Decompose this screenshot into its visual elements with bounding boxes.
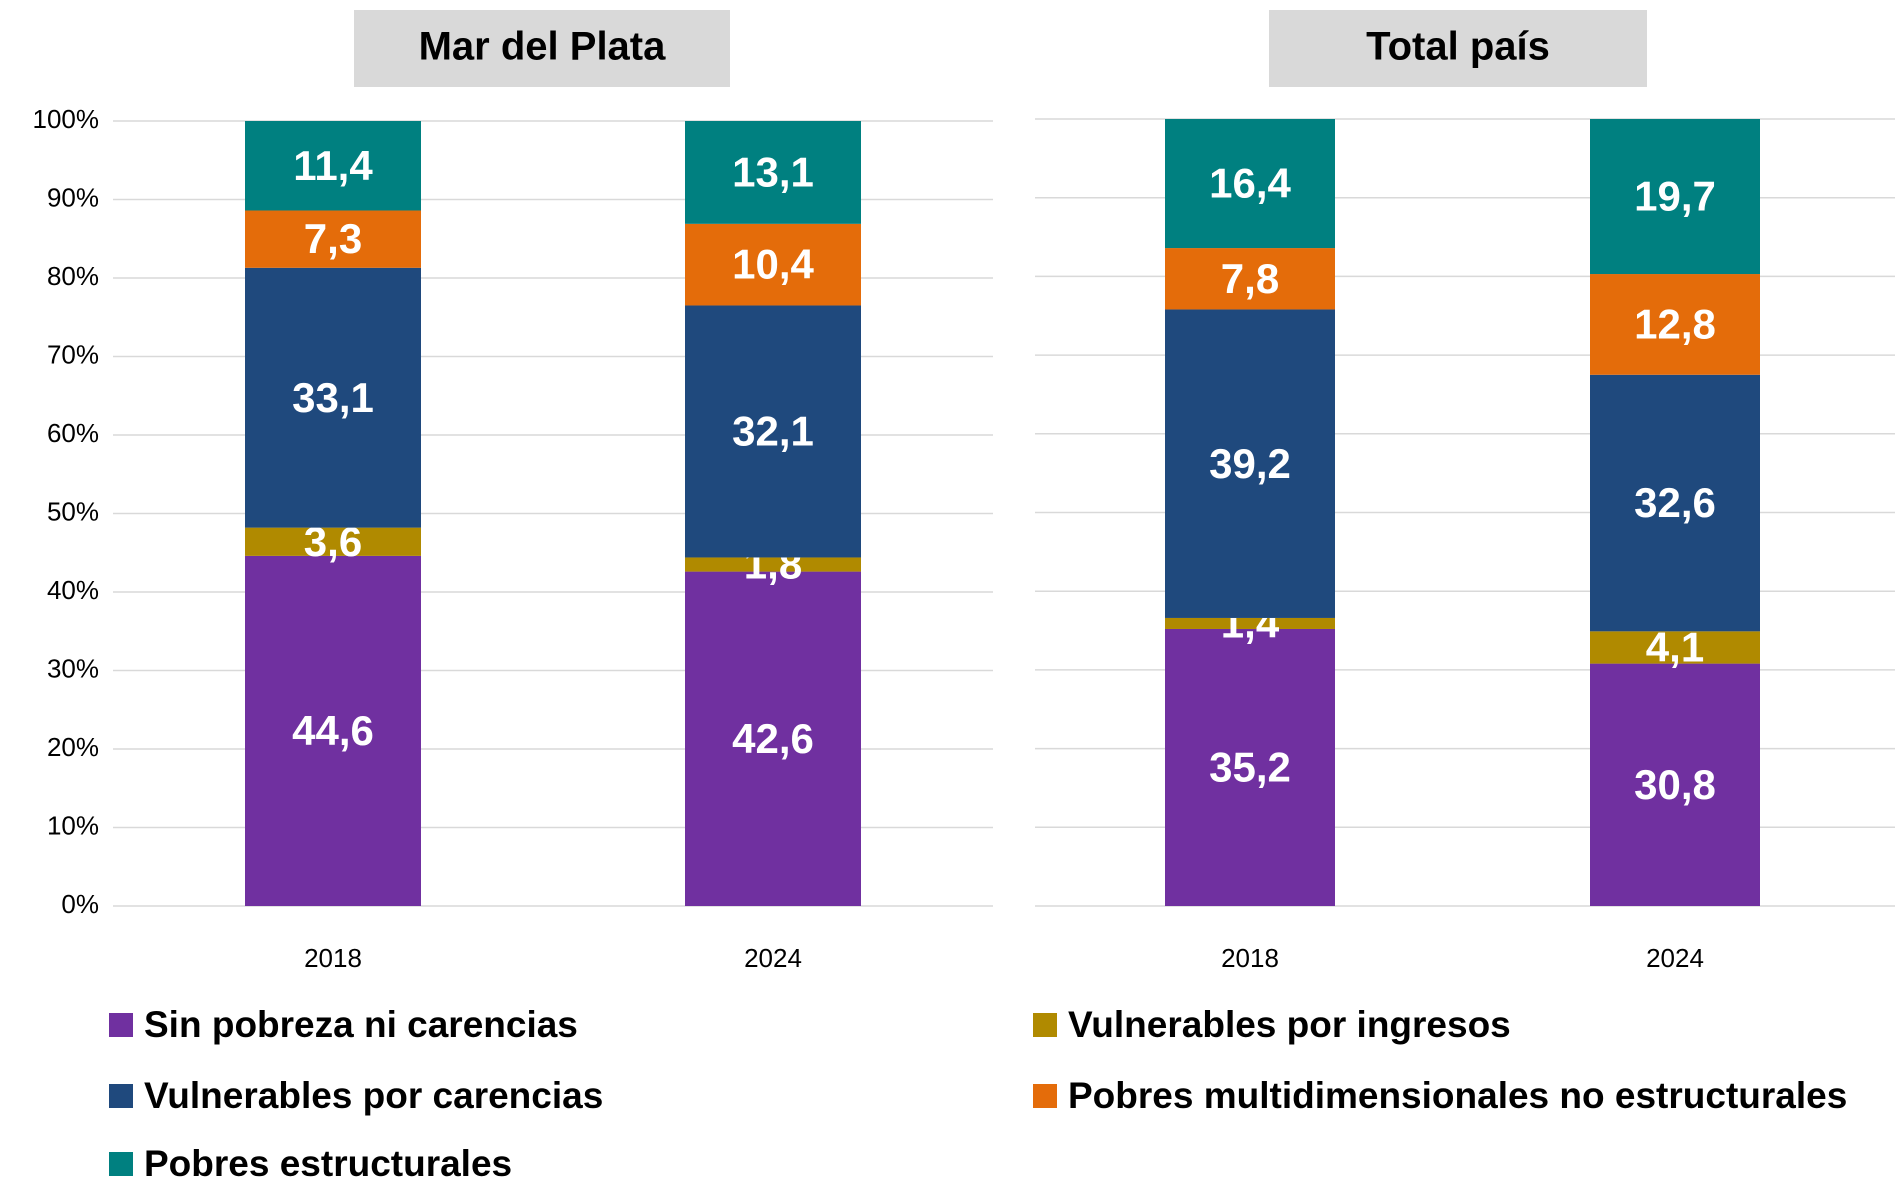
bar-segment	[1165, 617, 1335, 629]
data-label: 39,2	[1209, 440, 1291, 487]
legend-swatch	[109, 1013, 133, 1037]
bar-segment	[1165, 309, 1335, 618]
legend-label: Pobres estructurales	[144, 1143, 512, 1183]
y-tick-label: 30%	[47, 653, 99, 683]
y-tick-label: 40%	[47, 575, 99, 605]
y-tick-label: 100%	[33, 104, 100, 134]
bar-segment	[245, 121, 421, 211]
legend-label: Vulnerables por ingresos	[1068, 1004, 1511, 1045]
x-tick-label: 2024	[1646, 943, 1704, 973]
data-label: 7,8	[1221, 255, 1279, 302]
legend-swatch	[109, 1084, 133, 1108]
data-label: 7,3	[304, 215, 362, 262]
data-label: 42,6	[732, 715, 814, 762]
x-tick-label: 2018	[1221, 943, 1279, 973]
legend-label: Sin pobreza ni carencias	[144, 1004, 578, 1045]
data-label: 33,1	[292, 374, 374, 421]
y-tick-label: 80%	[47, 261, 99, 291]
y-tick-label: 0%	[61, 889, 99, 919]
title-box	[1269, 10, 1647, 87]
data-label: 44,6	[292, 707, 374, 754]
x-tick-label: 2018	[304, 943, 362, 973]
bar-segment	[245, 210, 421, 268]
y-tick-label: 60%	[47, 418, 99, 448]
title-box	[354, 10, 730, 87]
chart-title: Total país	[1366, 25, 1550, 69]
bar-segment	[1590, 663, 1760, 906]
bar-segment	[1165, 119, 1335, 249]
data-label: 19,7	[1634, 173, 1716, 220]
data-label: 35,2	[1209, 744, 1291, 791]
bar-segment	[685, 571, 861, 906]
bar-segment	[1165, 628, 1335, 906]
data-label: 12,8	[1634, 301, 1716, 348]
bar-segment	[245, 267, 421, 528]
data-label: 16,4	[1209, 160, 1291, 207]
bar-segment	[245, 527, 421, 556]
y-tick-label: 10%	[47, 810, 99, 840]
legend-swatch	[109, 1152, 133, 1176]
bar-segment	[1590, 631, 1760, 664]
data-label: 32,1	[732, 408, 814, 455]
bar-segment	[685, 305, 861, 558]
data-label: 30,8	[1634, 761, 1716, 808]
bar-segment	[1590, 274, 1760, 375]
data-label: 4,1	[1646, 624, 1704, 671]
chart-title: Mar del Plata	[419, 25, 667, 69]
y-tick-label: 50%	[47, 496, 99, 526]
legend-label: Vulnerables por carencias	[144, 1075, 603, 1116]
y-tick-label: 20%	[47, 732, 99, 762]
data-label: 10,4	[732, 241, 814, 288]
y-tick-label: 90%	[47, 182, 99, 212]
bar-segment	[1590, 119, 1760, 275]
y-tick-label: 70%	[47, 339, 99, 369]
bar-segment	[685, 223, 861, 306]
data-label: 11,4	[293, 142, 373, 189]
bar-segment	[245, 555, 421, 906]
bar-segment	[685, 121, 861, 224]
bar-segment	[1590, 374, 1760, 632]
data-label: 32,6	[1634, 479, 1716, 526]
legend-swatch	[1033, 1013, 1057, 1037]
x-tick-label: 2024	[744, 943, 802, 973]
legend-swatch	[1033, 1084, 1057, 1108]
data-label: 13,1	[732, 149, 814, 196]
bar-segment	[685, 557, 861, 572]
legend-label: Pobres multidimensionales no estructural…	[1068, 1075, 1847, 1116]
bar-segment	[1165, 248, 1335, 310]
